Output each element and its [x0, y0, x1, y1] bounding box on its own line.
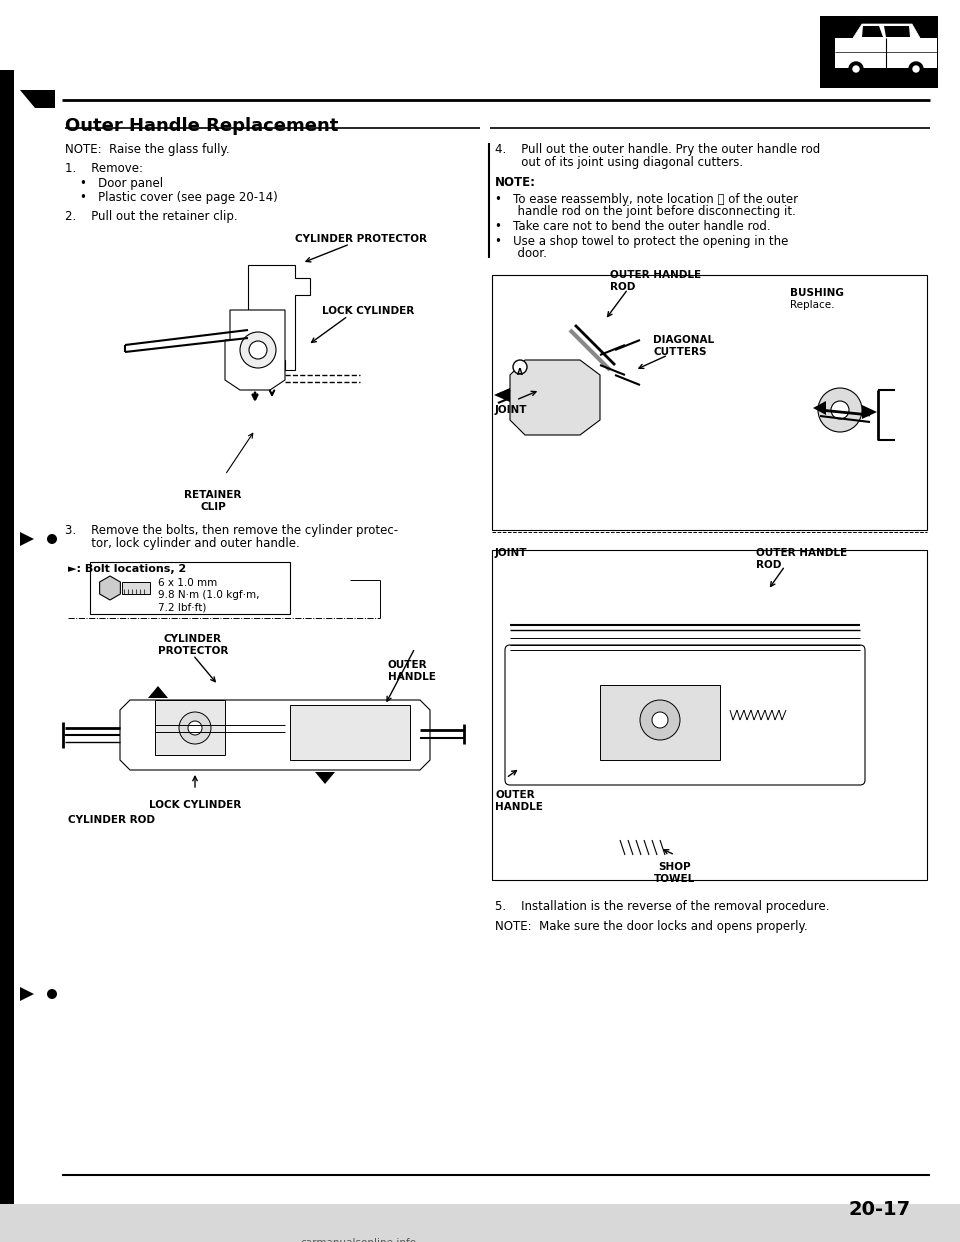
Text: OUTER HANDLE
ROD: OUTER HANDLE ROD: [610, 270, 701, 292]
Text: 5.    Installation is the reverse of the removal procedure.: 5. Installation is the reverse of the re…: [495, 900, 829, 913]
FancyBboxPatch shape: [833, 35, 933, 75]
Circle shape: [818, 388, 862, 432]
Text: CYLINDER
PROTECTOR: CYLINDER PROTECTOR: [157, 633, 228, 657]
Text: DIAGONAL
CUTTERS: DIAGONAL CUTTERS: [653, 335, 714, 358]
Text: OUTER
HANDLE: OUTER HANDLE: [495, 790, 542, 812]
Text: A: A: [517, 368, 523, 378]
Text: JOINT: JOINT: [495, 405, 527, 415]
Text: ►: Bolt locations, 2: ►: Bolt locations, 2: [68, 564, 186, 574]
Text: CYLINDER PROTECTOR: CYLINDER PROTECTOR: [295, 233, 427, 243]
Polygon shape: [315, 773, 335, 784]
Polygon shape: [862, 405, 877, 419]
Text: •   Plastic cover (see page 20-14): • Plastic cover (see page 20-14): [80, 191, 277, 204]
Bar: [492, 550, 927, 881]
Circle shape: [640, 700, 680, 740]
Polygon shape: [884, 26, 910, 37]
Text: door.: door.: [495, 247, 547, 260]
Text: •   Take care not to bend the outer handle rod.: • Take care not to bend the outer handle…: [495, 220, 771, 233]
Text: OUTER HANDLE
ROD: OUTER HANDLE ROD: [756, 548, 847, 570]
Text: 6 x 1.0 mm
9.8 N·m (1.0 kgf·m,
7.2 lbf·ft): 6 x 1.0 mm 9.8 N·m (1.0 kgf·m, 7.2 lbf·f…: [158, 578, 259, 612]
Text: out of its joint using diagonal cutters.: out of its joint using diagonal cutters.: [495, 156, 743, 169]
Circle shape: [513, 360, 527, 374]
Bar: [600, 686, 720, 760]
Text: •   To ease reassembly, note location Ⓐ of the outer: • To ease reassembly, note location Ⓐ of…: [495, 193, 798, 206]
Polygon shape: [225, 310, 285, 390]
Polygon shape: [510, 360, 600, 435]
Text: OUTER
HANDLE: OUTER HANDLE: [388, 660, 436, 682]
Circle shape: [179, 712, 211, 744]
Text: Replace.: Replace.: [790, 301, 834, 310]
Text: Outer Handle Replacement: Outer Handle Replacement: [65, 117, 338, 135]
Text: carmanualsonline.info: carmanualsonline.info: [300, 1238, 416, 1242]
Text: NOTE:: NOTE:: [495, 176, 536, 189]
Polygon shape: [20, 532, 34, 546]
Text: •   Door panel: • Door panel: [80, 178, 163, 190]
Text: BUSHING: BUSHING: [790, 288, 844, 298]
Text: NOTE:  Raise the glass fully.: NOTE: Raise the glass fully.: [65, 143, 229, 156]
Circle shape: [47, 989, 57, 999]
Text: LOCK CYLINDER: LOCK CYLINDER: [149, 800, 241, 810]
Text: CYLINDER ROD: CYLINDER ROD: [68, 815, 155, 825]
Text: 1.    Remove:: 1. Remove:: [65, 161, 143, 175]
Text: 20-17: 20-17: [848, 1200, 910, 1218]
Circle shape: [47, 534, 57, 544]
Polygon shape: [837, 39, 937, 68]
Polygon shape: [20, 89, 55, 108]
FancyBboxPatch shape: [90, 561, 290, 614]
Polygon shape: [853, 24, 920, 39]
Polygon shape: [120, 700, 430, 770]
Circle shape: [909, 62, 923, 76]
Bar: [820, 16, 938, 88]
Polygon shape: [862, 26, 883, 37]
Text: NOTE:  Make sure the door locks and opens properly.: NOTE: Make sure the door locks and opens…: [495, 920, 807, 933]
FancyBboxPatch shape: [505, 645, 865, 785]
Polygon shape: [248, 265, 310, 370]
Text: SHOP
TOWEL: SHOP TOWEL: [655, 862, 696, 884]
Circle shape: [249, 342, 267, 359]
Text: JOINT: JOINT: [495, 548, 527, 558]
Text: RETAINER
CLIP: RETAINER CLIP: [184, 491, 242, 513]
Text: 2.    Pull out the retainer clip.: 2. Pull out the retainer clip.: [65, 210, 238, 224]
Circle shape: [240, 332, 276, 368]
Bar: [492, 274, 927, 530]
Text: handle rod on the joint before disconnecting it.: handle rod on the joint before disconnec…: [495, 205, 796, 219]
Bar: [290, 705, 410, 760]
Text: LOCK CYLINDER: LOCK CYLINDER: [322, 306, 415, 315]
Bar: [122, 582, 150, 594]
Text: tor, lock cylinder and outer handle.: tor, lock cylinder and outer handle.: [65, 537, 300, 550]
Bar: [0, 70, 14, 1220]
Circle shape: [831, 401, 849, 419]
Polygon shape: [494, 388, 510, 402]
Circle shape: [853, 66, 859, 72]
Bar: [0, 1203, 960, 1242]
Polygon shape: [20, 987, 34, 1001]
Bar: [155, 700, 225, 755]
Text: 4.    Pull out the outer handle. Pry the outer handle rod: 4. Pull out the outer handle. Pry the ou…: [495, 143, 820, 156]
Circle shape: [652, 712, 668, 728]
Text: •   Use a shop towel to protect the opening in the: • Use a shop towel to protect the openin…: [495, 235, 788, 248]
Polygon shape: [148, 686, 168, 698]
Circle shape: [849, 62, 863, 76]
Polygon shape: [813, 401, 826, 415]
Text: 3.    Remove the bolts, then remove the cylinder protec-: 3. Remove the bolts, then remove the cyl…: [65, 524, 398, 537]
Polygon shape: [835, 39, 937, 68]
Circle shape: [913, 66, 919, 72]
Polygon shape: [100, 576, 120, 600]
Circle shape: [188, 722, 202, 735]
